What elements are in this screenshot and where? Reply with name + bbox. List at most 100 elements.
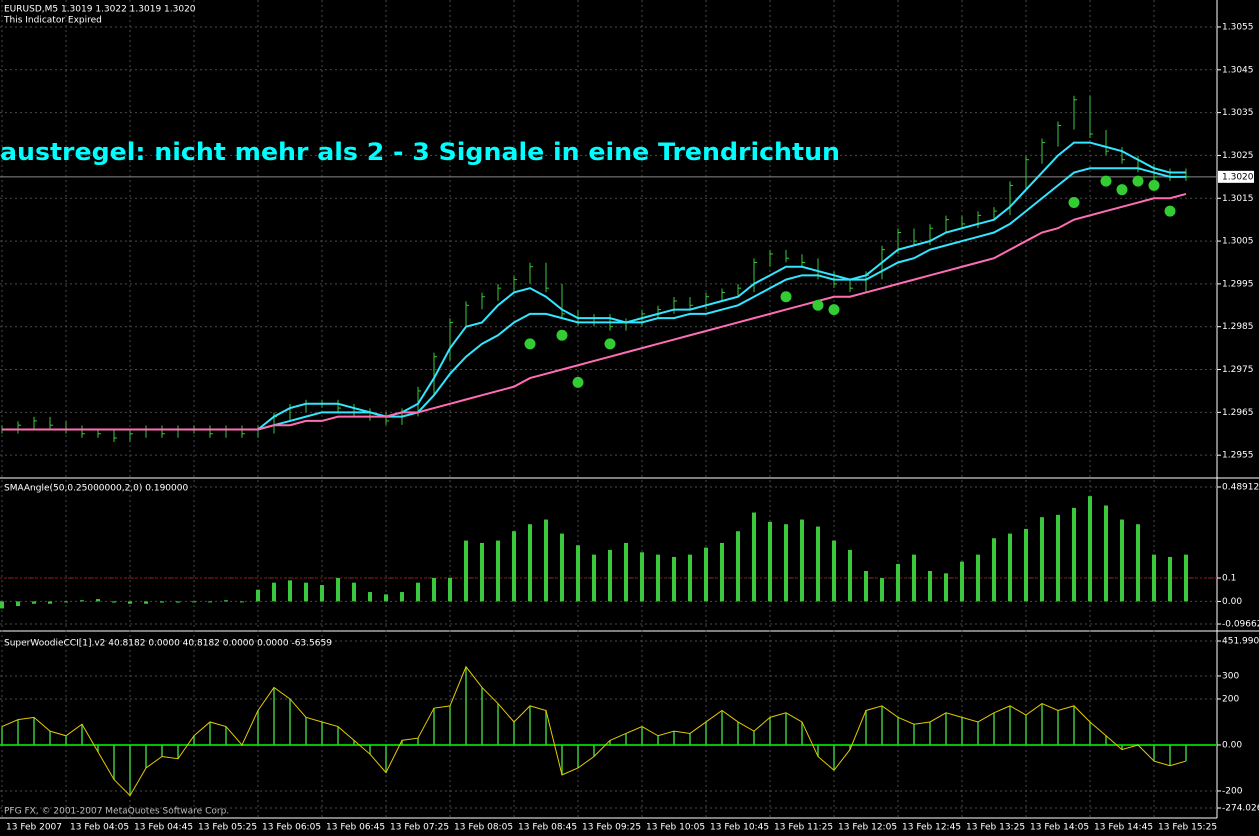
- indicator-note: This Indicator Expired: [3, 16, 102, 26]
- x-tick-label: 13 Feb 15:25: [1158, 823, 1217, 833]
- signal-dot: [780, 291, 792, 303]
- x-tick-label: 13 Feb 10:45: [710, 823, 769, 833]
- histogram-bar: [864, 570, 868, 602]
- histogram-bar: [1168, 556, 1172, 602]
- histogram-bar: [480, 542, 484, 602]
- x-tick-label: 13 Feb 04:05: [70, 823, 129, 833]
- histogram-bar: [1024, 528, 1028, 602]
- histogram-bar: [865, 710, 867, 745]
- histogram-bar: [161, 744, 163, 757]
- histogram-bar: [192, 601, 196, 603]
- histogram-bar: [352, 582, 356, 602]
- histogram-bar: [305, 717, 307, 745]
- histogram-bar: [592, 554, 596, 602]
- histogram-bar: [321, 721, 323, 745]
- histogram-bar: [848, 549, 852, 602]
- histogram-bar: [944, 573, 948, 602]
- histogram-bar: [544, 519, 548, 602]
- histogram-bar: [337, 726, 339, 745]
- signal-dot: [524, 338, 536, 350]
- histogram-bar: [992, 538, 996, 602]
- histogram-bar: [417, 738, 419, 745]
- histogram-bar: [1008, 533, 1012, 602]
- histogram-bar: [929, 721, 931, 745]
- x-tick-label: 13 Feb 05:25: [198, 823, 257, 833]
- y-tick-label: 0.489125: [1222, 483, 1259, 493]
- signal-dot: [572, 376, 584, 388]
- signal-dot: [1116, 184, 1128, 196]
- histogram-bar: [528, 524, 532, 602]
- histogram-bar: [881, 705, 883, 745]
- histogram-bar: [289, 698, 291, 745]
- histogram-bar: [513, 721, 515, 745]
- x-tick-label: 13 Feb 14:05: [1030, 823, 1089, 833]
- x-tick-label: 13 Feb 04:45: [134, 823, 193, 833]
- histogram-bar: [320, 585, 324, 602]
- histogram-bar: [0, 601, 4, 609]
- histogram-bar: [896, 563, 900, 602]
- histogram-bar: [273, 687, 275, 745]
- price-header: EURUSD,M5 1.3019 1.3022 1.3019 1.3020: [4, 5, 196, 15]
- histogram-bar: [481, 687, 483, 745]
- y-tick-label: 1.3035: [1222, 108, 1254, 118]
- histogram-bar: [449, 705, 451, 745]
- grid: [0, 0, 1217, 818]
- histogram-bar: [400, 592, 404, 602]
- y-tick-label: 1.2965: [1222, 408, 1254, 418]
- histogram-bar: [48, 601, 52, 604]
- y-tick-label: 200: [1222, 694, 1239, 704]
- histogram-bar: [32, 601, 36, 604]
- histogram-bar: [625, 733, 627, 745]
- histogram-bar: [753, 731, 755, 745]
- histogram-bar: [176, 601, 180, 603]
- histogram-bar: [1057, 710, 1059, 745]
- histogram-bar: [705, 721, 707, 745]
- histogram-bar: [1120, 519, 1124, 602]
- x-tick-label: 13 Feb 09:25: [582, 823, 641, 833]
- histogram-bar: [1152, 554, 1156, 602]
- histogram-bar: [1072, 507, 1076, 602]
- histogram-bar: [1041, 703, 1043, 745]
- histogram-bar: [256, 589, 260, 602]
- histogram-bar: [897, 717, 899, 745]
- histogram-bar: [928, 570, 932, 602]
- histogram-bar: [208, 601, 212, 603]
- x-tick-label: 13 Feb 07:25: [390, 823, 449, 833]
- signal-dot: [1164, 205, 1176, 217]
- histogram-bar: [209, 721, 211, 745]
- histogram-bar: [832, 540, 836, 602]
- histogram-bar: [81, 724, 83, 745]
- y-tick-label: 0.1: [1222, 574, 1236, 584]
- histogram-bar: [497, 703, 499, 745]
- signal-dot: [1068, 197, 1080, 209]
- histogram-bar: [1025, 715, 1027, 745]
- histogram-bar: [257, 710, 259, 745]
- histogram-bar: [1, 726, 3, 745]
- histogram-bar: [1184, 554, 1188, 602]
- histogram-bar: [609, 740, 611, 745]
- x-tick-label: 13 Feb 12:45: [902, 823, 961, 833]
- histogram-bar: [96, 599, 100, 602]
- histogram-bar: [336, 578, 340, 602]
- y-tick-label: 1.3015: [1222, 194, 1254, 204]
- histogram-bar: [945, 712, 947, 745]
- histogram-bar: [512, 531, 516, 602]
- histogram-bar: [129, 744, 131, 796]
- x-tick-label: 13 Feb 08:45: [518, 823, 577, 833]
- histogram-bar: [112, 601, 116, 603]
- signal-dot: [1132, 175, 1144, 187]
- histogram-bar: [113, 744, 115, 780]
- histogram-bar: [561, 744, 563, 775]
- histogram-bar: [240, 601, 244, 603]
- y-tick-label: 1.3025: [1222, 151, 1254, 161]
- y-tick-label: -0.096625: [1222, 620, 1259, 630]
- histogram-bar: [128, 601, 132, 604]
- copyright: PFG FX, © 2001-2007 MetaQuotes Software …: [4, 807, 229, 817]
- signal-dot: [828, 304, 840, 316]
- signal-dot: [1100, 175, 1112, 187]
- histogram-bar: [1136, 524, 1140, 602]
- histogram-bar: [1009, 705, 1011, 745]
- histogram-bar: [529, 705, 531, 745]
- histogram-bar: [672, 556, 676, 602]
- histogram-bar: [177, 744, 179, 759]
